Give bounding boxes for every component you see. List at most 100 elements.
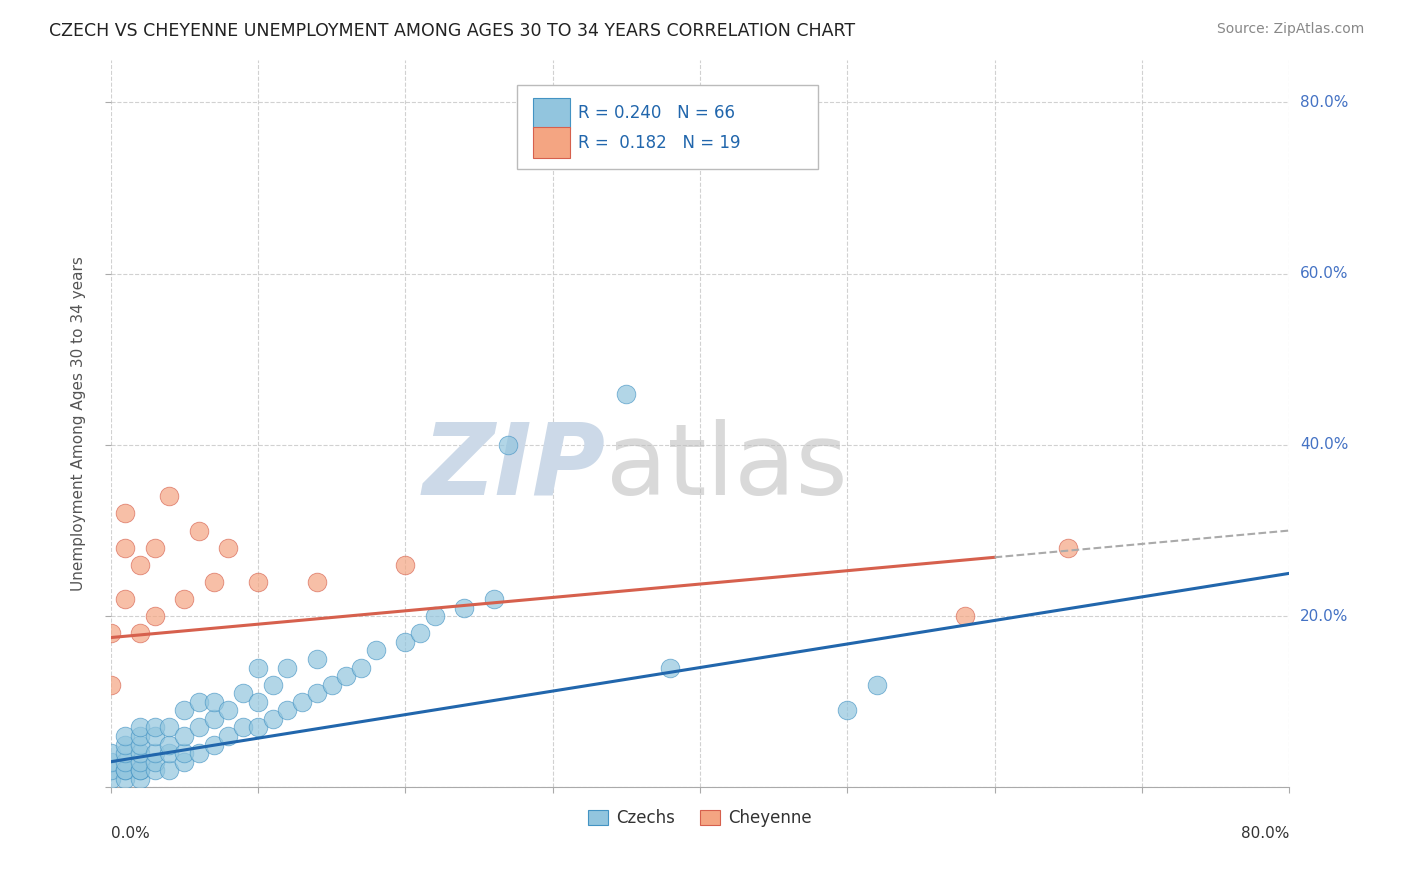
- Point: [114, 738, 136, 752]
- Point: [364, 643, 387, 657]
- FancyBboxPatch shape: [533, 98, 571, 128]
- Point: [129, 558, 152, 572]
- Point: [159, 489, 181, 503]
- Point: [143, 729, 166, 743]
- Point: [114, 764, 136, 778]
- Point: [173, 703, 195, 717]
- Point: [159, 721, 181, 735]
- Point: [187, 524, 209, 538]
- Point: [232, 686, 254, 700]
- Point: [114, 755, 136, 769]
- Point: [100, 764, 122, 778]
- Point: [159, 764, 181, 778]
- Point: [453, 600, 475, 615]
- Point: [129, 626, 152, 640]
- Point: [129, 764, 152, 778]
- Text: CZECH VS CHEYENNE UNEMPLOYMENT AMONG AGES 30 TO 34 YEARS CORRELATION CHART: CZECH VS CHEYENNE UNEMPLOYMENT AMONG AGE…: [49, 22, 855, 40]
- Point: [1057, 541, 1080, 555]
- Point: [100, 755, 122, 769]
- Point: [614, 386, 637, 401]
- Point: [100, 746, 122, 760]
- Point: [143, 609, 166, 624]
- Point: [394, 558, 416, 572]
- Text: ZIP: ZIP: [423, 418, 606, 516]
- Point: [129, 764, 152, 778]
- Text: 40.0%: 40.0%: [1301, 437, 1348, 452]
- Point: [217, 541, 239, 555]
- FancyBboxPatch shape: [517, 85, 818, 169]
- Point: [246, 574, 269, 589]
- Point: [953, 609, 976, 624]
- Point: [129, 755, 152, 769]
- Point: [143, 755, 166, 769]
- Point: [202, 695, 225, 709]
- Point: [173, 755, 195, 769]
- Point: [129, 738, 152, 752]
- Point: [262, 712, 284, 726]
- Point: [246, 660, 269, 674]
- Text: Source: ZipAtlas.com: Source: ZipAtlas.com: [1216, 22, 1364, 37]
- Text: 60.0%: 60.0%: [1301, 266, 1348, 281]
- Point: [143, 721, 166, 735]
- Point: [173, 746, 195, 760]
- Point: [350, 660, 373, 674]
- Point: [187, 746, 209, 760]
- Point: [232, 721, 254, 735]
- Point: [335, 669, 357, 683]
- Point: [129, 721, 152, 735]
- Point: [173, 592, 195, 607]
- Point: [129, 729, 152, 743]
- Text: atlas: atlas: [606, 418, 848, 516]
- Point: [202, 738, 225, 752]
- Point: [143, 541, 166, 555]
- FancyBboxPatch shape: [533, 128, 571, 158]
- Point: [114, 541, 136, 555]
- Point: [321, 678, 343, 692]
- Point: [187, 695, 209, 709]
- Point: [202, 574, 225, 589]
- Point: [129, 746, 152, 760]
- Point: [143, 764, 166, 778]
- Point: [246, 695, 269, 709]
- Point: [291, 695, 314, 709]
- Point: [129, 772, 152, 786]
- Legend: Czechs, Cheyenne: Czechs, Cheyenne: [581, 802, 818, 834]
- Text: R = 0.240   N = 66: R = 0.240 N = 66: [578, 104, 735, 122]
- Point: [114, 772, 136, 786]
- Text: 80.0%: 80.0%: [1241, 826, 1289, 841]
- Point: [305, 686, 328, 700]
- Point: [100, 626, 122, 640]
- Point: [262, 678, 284, 692]
- Point: [866, 678, 889, 692]
- Point: [409, 626, 432, 640]
- Point: [305, 574, 328, 589]
- Point: [114, 507, 136, 521]
- Point: [173, 729, 195, 743]
- Point: [114, 592, 136, 607]
- Point: [114, 764, 136, 778]
- Text: R =  0.182   N = 19: R = 0.182 N = 19: [578, 134, 741, 152]
- Point: [187, 721, 209, 735]
- Point: [246, 721, 269, 735]
- Text: 0.0%: 0.0%: [111, 826, 149, 841]
- Point: [837, 703, 859, 717]
- Point: [217, 703, 239, 717]
- Point: [482, 592, 505, 607]
- Point: [100, 772, 122, 786]
- Text: 20.0%: 20.0%: [1301, 608, 1348, 624]
- Y-axis label: Unemployment Among Ages 30 to 34 years: Unemployment Among Ages 30 to 34 years: [72, 256, 86, 591]
- Point: [114, 729, 136, 743]
- Point: [217, 729, 239, 743]
- Point: [143, 746, 166, 760]
- Point: [159, 738, 181, 752]
- Point: [498, 438, 520, 452]
- Point: [114, 746, 136, 760]
- Point: [659, 660, 682, 674]
- Point: [202, 712, 225, 726]
- Text: 80.0%: 80.0%: [1301, 95, 1348, 110]
- Point: [394, 635, 416, 649]
- Point: [159, 746, 181, 760]
- Point: [305, 652, 328, 666]
- Point: [423, 609, 446, 624]
- Point: [100, 678, 122, 692]
